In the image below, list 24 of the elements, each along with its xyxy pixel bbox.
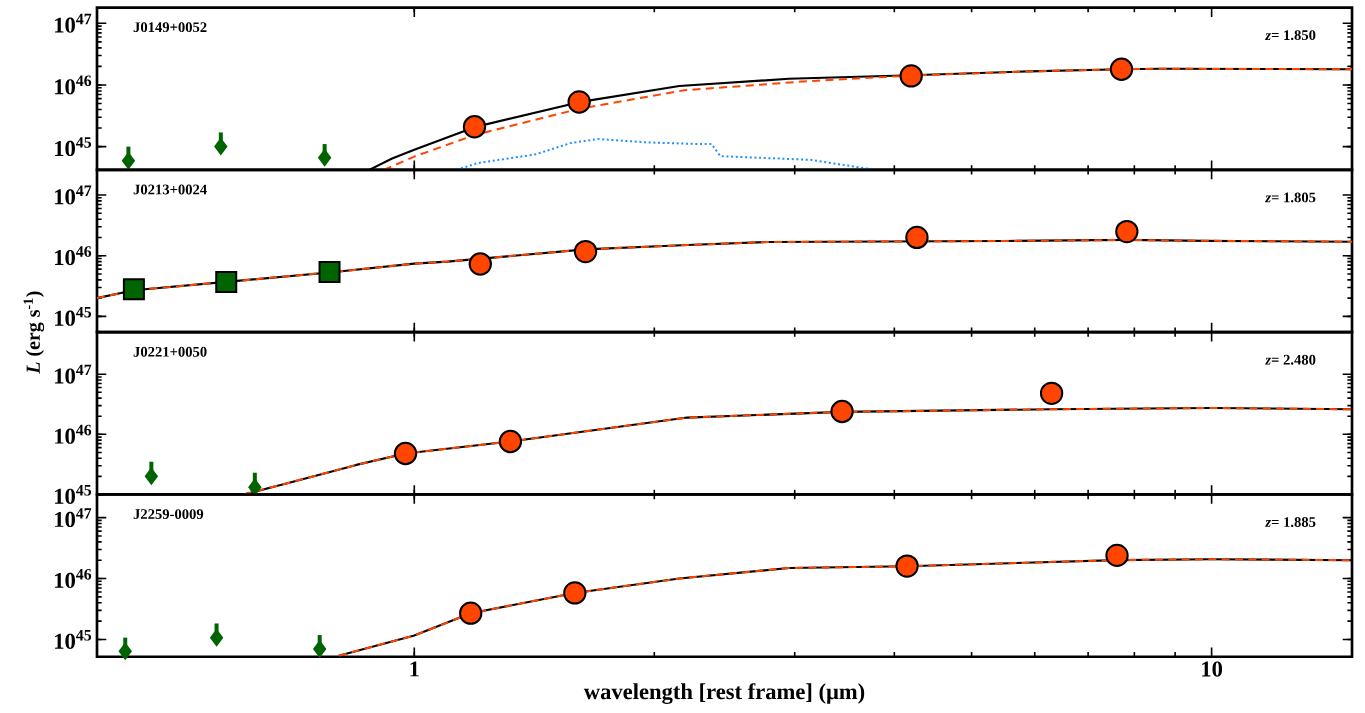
y-tick-label: 10$^{46}$ [55, 424, 92, 444]
annotation: z= 1.850 [1264, 30, 1316, 41]
annotation: z= 1.805 [1264, 192, 1316, 203]
y-tick-label: 10$^{47}$ [55, 185, 92, 205]
y-tick-label: 10$^{47}$ [55, 508, 92, 528]
y-tick-label: 10$^{45}$ [55, 484, 92, 504]
text: J0213+0024 [133, 184, 207, 195]
y-tick-label: 10$^{47}$ [55, 364, 92, 384]
y-tick-label: 10$^{46}$ [55, 75, 92, 95]
y-tick-label: 10$^{47}$ [55, 13, 92, 33]
y-tick-label: 10$^{46}$ [55, 246, 92, 266]
text: J0221+0050 [133, 346, 207, 357]
annotation: z= 2.480 [1264, 354, 1316, 365]
x-tick-label: 1 [410, 661, 419, 677]
y-tick-label: 10$^{45}$ [55, 306, 92, 326]
annotation: z= 1.885 [1264, 517, 1316, 528]
x-axis-title: wavelength [rest frame] (μm) [583, 683, 865, 705]
y-axis-title: L (erg s$^{-1}$) [23, 291, 45, 374]
text: J0149+0052 [133, 22, 207, 33]
text: J2259-0009 [133, 509, 204, 520]
y-tick-label: 10$^{45}$ [55, 137, 92, 157]
y-tick-label: 10$^{45}$ [55, 629, 92, 649]
y-tick-label: 10$^{46}$ [55, 569, 92, 589]
x-tick-label: 10 [1202, 661, 1223, 677]
